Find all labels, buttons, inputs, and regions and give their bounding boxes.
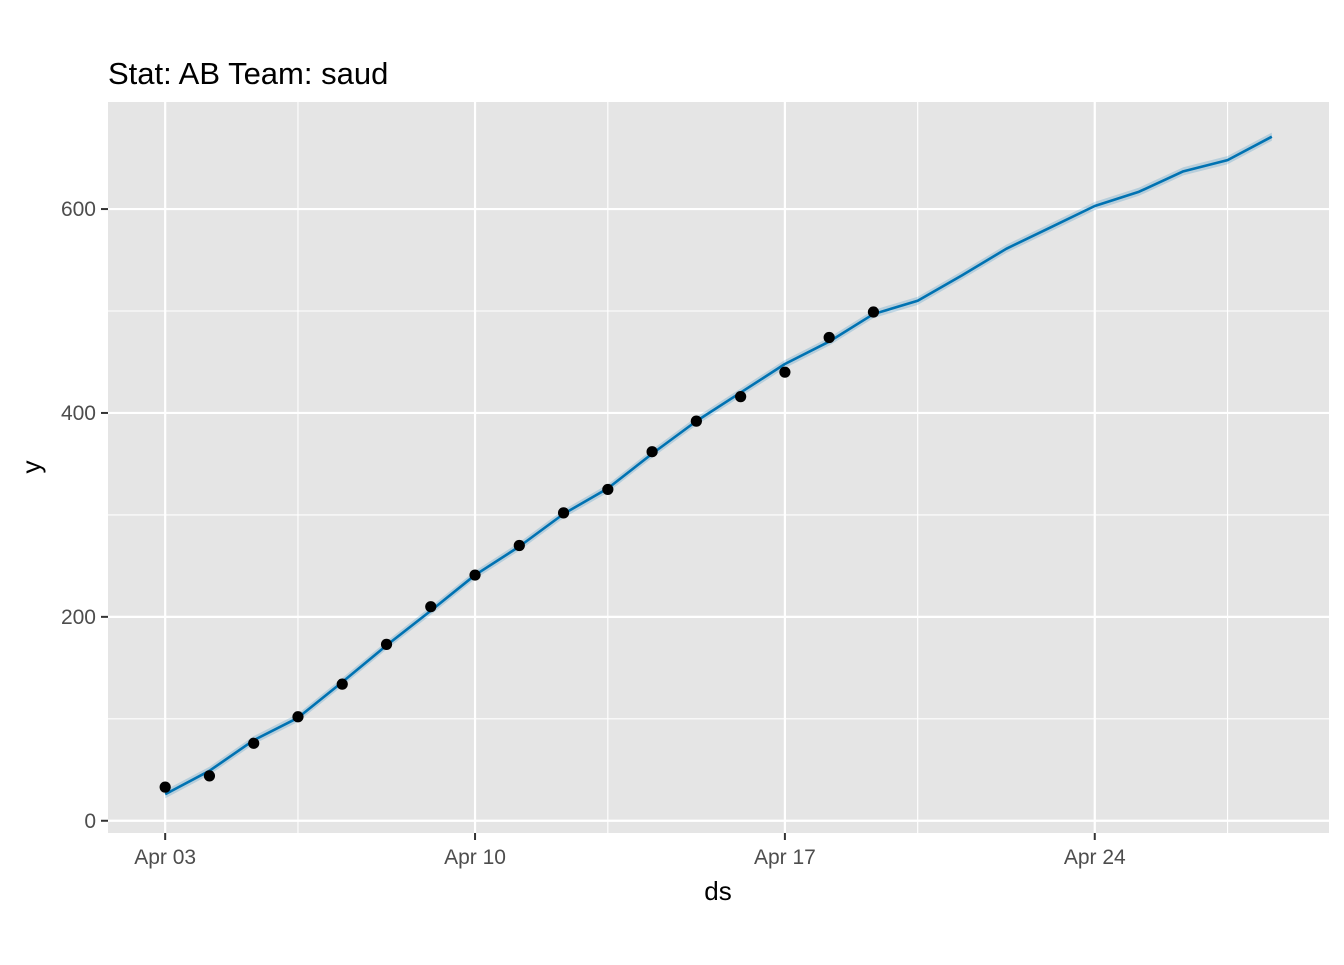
- x-tick-label: Apr 17: [754, 846, 816, 869]
- y-tick-label: 600: [61, 198, 96, 221]
- x-tick-label: Apr 03: [134, 846, 196, 869]
- observed-point: [779, 366, 791, 378]
- x-tick-label: Apr 10: [444, 846, 506, 869]
- observed-point: [380, 638, 393, 650]
- x-axis-title: ds: [704, 876, 731, 906]
- y-tick-label: 0: [84, 810, 96, 833]
- observed-point: [248, 737, 260, 749]
- observed-point: [602, 483, 614, 496]
- observed-point: [159, 781, 171, 793]
- observed-point: [292, 711, 304, 723]
- y-tick-label: 200: [61, 606, 96, 629]
- observed-point: [557, 507, 570, 519]
- y-tick-label: 400: [61, 402, 96, 425]
- chart-title: Stat: AB Team: saud: [108, 56, 388, 91]
- observed-point: [690, 415, 702, 427]
- x-tick-label: Apr 24: [1064, 846, 1126, 869]
- uncertainty-band: [165, 132, 1272, 799]
- observed-point: [336, 678, 348, 690]
- observed-point: [425, 601, 437, 613]
- minor-gridlines: [108, 102, 1329, 833]
- observed-point: [513, 539, 525, 552]
- x-axis: Apr 03 Apr 10 Apr 17 Apr 24: [134, 833, 1126, 869]
- y-axis-title: y: [16, 461, 46, 474]
- plot-panel: [108, 102, 1329, 833]
- forecast-line: [164, 135, 1273, 796]
- observed-point: [735, 391, 747, 403]
- observed-point: [646, 446, 658, 458]
- observed-point: [823, 331, 835, 344]
- observed-point: [203, 770, 216, 782]
- observed-points-layer: [159, 306, 880, 793]
- observed-point: [867, 306, 880, 318]
- y-axis: 0 200 400 600: [61, 198, 108, 833]
- uncertainty-band-layer: [165, 132, 1272, 799]
- major-gridlines: [108, 102, 1329, 833]
- forecast-line-layer: [164, 135, 1273, 796]
- observed-point: [469, 569, 481, 581]
